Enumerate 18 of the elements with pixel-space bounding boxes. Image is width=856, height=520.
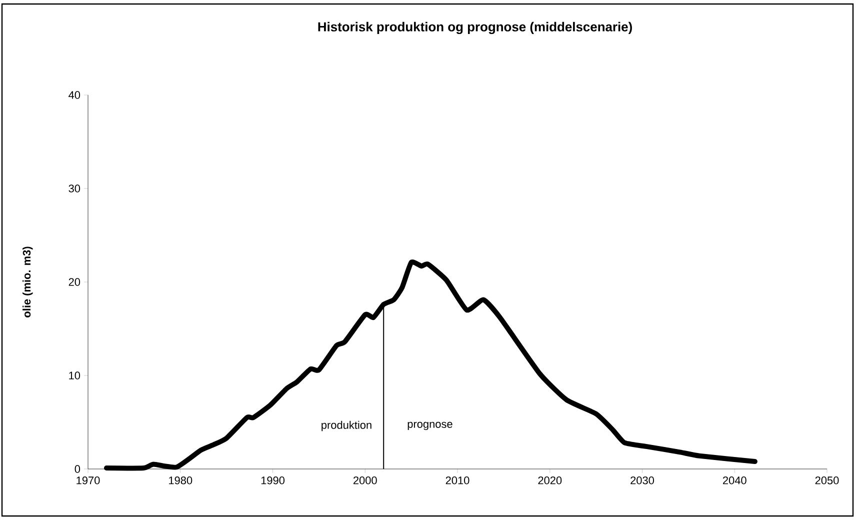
x-tick-label: 2050 bbox=[815, 476, 839, 484]
y-axis-title: olie (mio. m3) bbox=[22, 246, 33, 318]
annotation: produktion bbox=[322, 420, 372, 432]
x-tick-label: 1980 bbox=[169, 476, 192, 484]
x-tick-label: 2030 bbox=[630, 476, 654, 484]
annotation: prognose bbox=[408, 422, 452, 430]
y-tick-label: 0 bbox=[74, 465, 80, 473]
x-tick-label: 2040 bbox=[722, 476, 746, 484]
x-tick-label: 2020 bbox=[538, 476, 562, 484]
y-tick-label: 20 bbox=[68, 278, 80, 286]
y-tick-label: 10 bbox=[69, 372, 80, 380]
y-tick-label: 30 bbox=[68, 184, 80, 192]
x-tick-label: 2010 bbox=[446, 476, 470, 484]
x-tick-label: 1970 bbox=[76, 476, 100, 484]
chart-title: Historisk produktion og prognose (middelscenarie) bbox=[318, 22, 632, 34]
x-tick-label: 1990 bbox=[261, 476, 284, 484]
y-tick-label: 40 bbox=[68, 91, 80, 99]
x-tick-label: 2000 bbox=[353, 476, 377, 484]
